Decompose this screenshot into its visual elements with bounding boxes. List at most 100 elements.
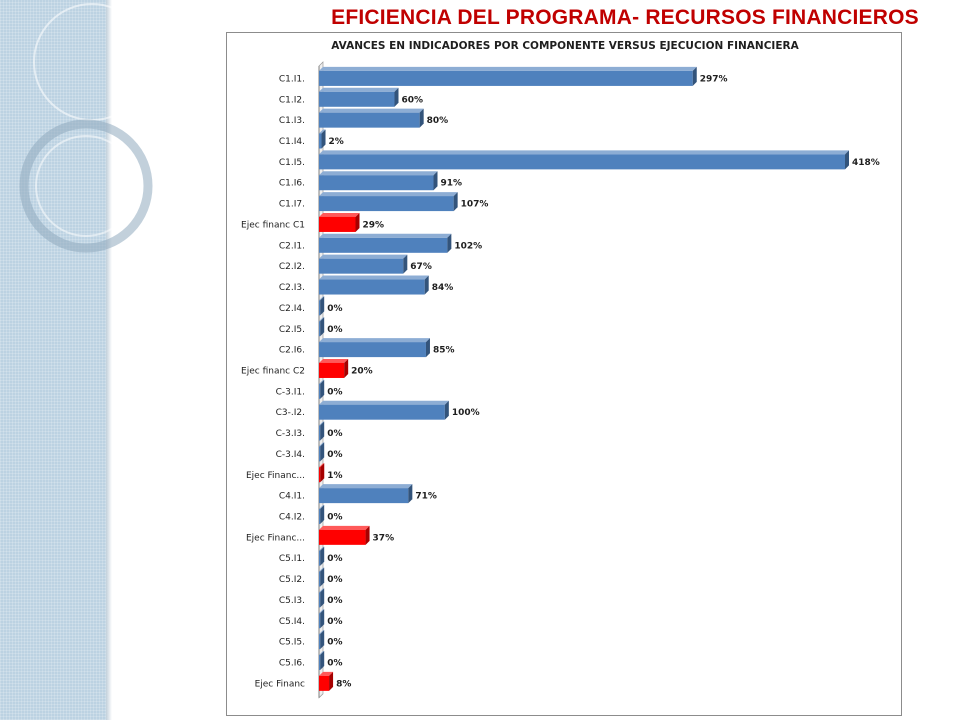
- value-label: 102%: [454, 241, 482, 251]
- category-label: Ejec Financ...: [246, 471, 305, 481]
- category-label: C1.I6.: [279, 179, 305, 189]
- category-label: C2.I2.: [279, 262, 305, 272]
- chart-title: AVANCES EN INDICADORES POR COMPONENTE VE…: [331, 40, 799, 52]
- bar-21: [319, 484, 413, 504]
- bar-side-face: [355, 212, 360, 232]
- bar-side-face: [424, 275, 429, 295]
- decorative-circles: [19, 3, 153, 253]
- bar-side-face: [320, 630, 325, 650]
- category-label: C2.I6.: [279, 346, 305, 356]
- bar-10: [319, 254, 408, 274]
- bar-side-face: [419, 108, 424, 128]
- bar-front-face: [319, 175, 434, 191]
- category-label: C2.I3.: [279, 283, 305, 293]
- bar-side-face: [344, 358, 349, 378]
- bar-top-face: [319, 651, 325, 656]
- bar-side-face: [453, 192, 458, 212]
- bar-26: [319, 588, 325, 608]
- bar-top-face: [319, 421, 325, 426]
- value-label: 60%: [402, 95, 424, 105]
- bar-3: [319, 108, 424, 128]
- bar-front-face: [319, 592, 321, 608]
- category-label: C4.I2.: [279, 512, 305, 522]
- bar-side-face: [320, 651, 325, 671]
- value-label: 20%: [351, 366, 373, 376]
- bar-13: [319, 317, 325, 337]
- bar-top-face: [319, 567, 325, 572]
- bar-side-face: [845, 150, 849, 170]
- category-label: C5.I3.: [279, 596, 305, 606]
- bar-12: [319, 296, 325, 316]
- bar-top-face: [319, 87, 399, 92]
- bar-side-face: [320, 296, 325, 316]
- bar-top-face: [319, 442, 325, 447]
- category-label: C4.I1.: [279, 492, 305, 502]
- bar-top-face: [319, 463, 325, 468]
- bar-15: [319, 358, 349, 378]
- bar-front-face: [319, 529, 366, 545]
- bar-25: [319, 567, 325, 587]
- bar-24: [319, 546, 325, 566]
- bar-top-face: [319, 192, 458, 197]
- bar-side-face: [320, 421, 325, 441]
- category-label: C1.I7.: [279, 200, 305, 210]
- category-label: Ejec financ C1: [241, 220, 305, 230]
- bar-14: [319, 338, 430, 358]
- bar-4: [319, 129, 326, 149]
- value-label: 0%: [327, 512, 342, 522]
- bar-side-face: [320, 609, 325, 629]
- category-label: C2.I4.: [279, 304, 305, 314]
- bar-5: [319, 150, 849, 170]
- value-label: 8%: [336, 679, 351, 689]
- bar-top-face: [319, 338, 430, 343]
- bar-top-face: [319, 671, 334, 676]
- bar-top-face: [319, 233, 452, 238]
- value-label: 0%: [327, 554, 342, 564]
- category-label: C5.I2.: [279, 575, 305, 585]
- category-label: C5.I5.: [279, 638, 305, 648]
- value-label: 0%: [327, 638, 342, 648]
- value-label: 0%: [327, 617, 342, 627]
- bar-front-face: [319, 342, 426, 358]
- bar-front-face: [319, 154, 845, 170]
- category-label: C1.I1.: [279, 74, 305, 84]
- category-label: C1.I3.: [279, 116, 305, 126]
- bar-top-face: [319, 66, 697, 71]
- bar-side-face: [320, 504, 325, 524]
- bar-top-face: [319, 588, 325, 593]
- value-label: 85%: [433, 346, 455, 356]
- bar-20: [319, 463, 325, 483]
- bar-side-face: [320, 588, 325, 608]
- bar-top-face: [319, 609, 325, 614]
- bar-front-face: [319, 508, 321, 524]
- category-label: Ejec Financ...: [246, 533, 305, 543]
- bar-top-face: [319, 317, 325, 322]
- bar-top-face: [319, 254, 408, 259]
- bar-side-face: [425, 338, 430, 358]
- bar-28: [319, 630, 325, 650]
- bar-9: [319, 233, 452, 253]
- bar-side-face: [320, 546, 325, 566]
- value-label: 0%: [327, 304, 342, 314]
- bar-front-face: [319, 488, 409, 504]
- bar-top-face: [319, 400, 449, 405]
- bar-30: [319, 671, 334, 691]
- category-label: Ejec financ C2: [241, 366, 305, 376]
- value-label: 84%: [432, 283, 454, 293]
- bar-front-face: [319, 279, 425, 295]
- bar-top-face: [319, 150, 849, 155]
- bar-front-face: [319, 383, 321, 399]
- bar-front-face: [319, 300, 321, 316]
- bar-front-face: [319, 571, 321, 587]
- category-label: Ejec Financ: [255, 679, 305, 689]
- bar-front-face: [319, 196, 454, 212]
- category-label: C5.I4.: [279, 617, 305, 627]
- bar-top-face: [319, 358, 349, 363]
- category-label: C5.I1.: [279, 554, 305, 564]
- value-label: 2%: [329, 137, 344, 147]
- bar-top-face: [319, 296, 325, 301]
- value-label: 29%: [362, 220, 384, 230]
- bar-top-face: [319, 379, 325, 384]
- category-label: C2.I1.: [279, 241, 305, 251]
- bar-front-face: [319, 321, 321, 337]
